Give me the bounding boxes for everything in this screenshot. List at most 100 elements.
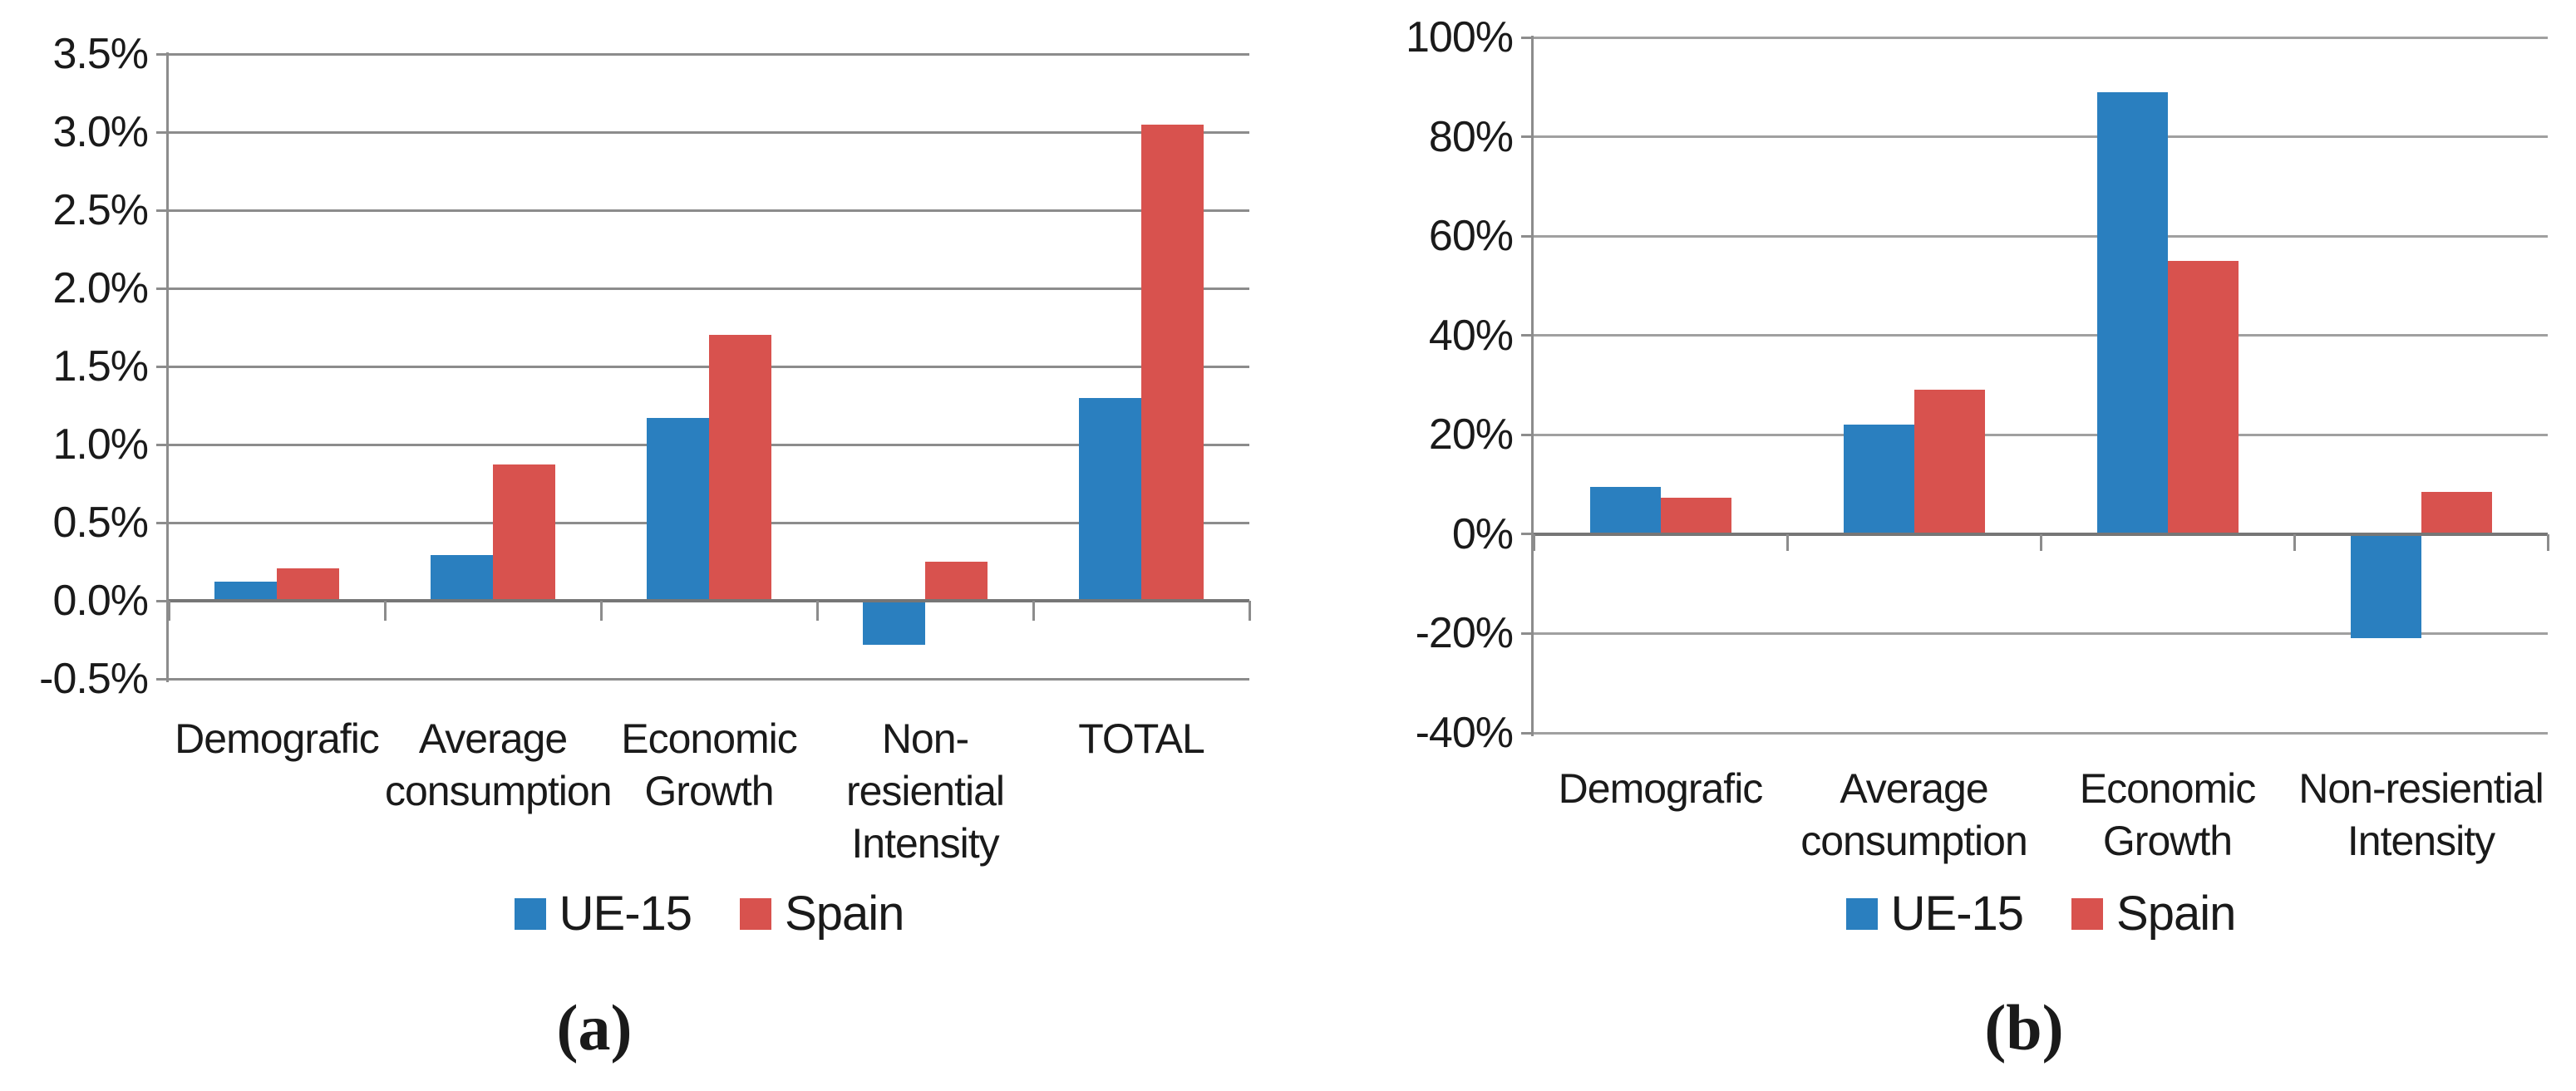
bar-ue-15-average	[431, 555, 493, 601]
gridline-40	[1534, 334, 2548, 337]
bar-spain-economic	[2167, 261, 2239, 534]
x-axis-label-economic: Economic Growth	[2079, 765, 2257, 864]
panel-caption-a: (a)	[556, 991, 633, 1064]
x-axis-label-total: TOTAL	[1078, 715, 1205, 762]
y-tick-20	[1521, 433, 1531, 436]
x-axis-label-demografic: Demografic	[1558, 765, 1764, 812]
gridline-3-5	[169, 52, 1249, 56]
y-tick-3-5	[156, 52, 166, 56]
y-axis-label-2-5: 2.5%	[52, 186, 149, 234]
x-axis-label-average: Average consumption	[1800, 765, 2028, 864]
gridline-20	[1534, 433, 2548, 436]
legend-label-spain: Spain	[785, 887, 904, 941]
gridline-40	[1534, 731, 2548, 735]
y-axis-label-20: 20%	[1428, 410, 1514, 459]
y-tick-0-5	[156, 677, 166, 681]
y-tick-3-0	[156, 130, 166, 134]
y-tick-0-5	[156, 521, 166, 524]
x-axis-label-economic: Economic Growth	[621, 715, 798, 814]
x-axis-label-non-resiential: Non-resiential Intensity	[2298, 765, 2544, 864]
bar-ue-15-non-resiential	[2350, 533, 2421, 639]
y-axis-label-1-0: 1.0%	[52, 420, 149, 469]
y-axis-label-0-5: 0.5%	[52, 499, 149, 547]
legend-item-ue-15: UE-15	[514, 886, 692, 941]
y-tick-0	[1521, 533, 1531, 536]
y-axis-label-100: 100%	[1406, 13, 1514, 61]
bar-ue-15-demografic	[214, 582, 277, 601]
bar-spain-non	[925, 562, 988, 601]
bar-ue-15-economic	[647, 418, 709, 601]
y-tick-0-0	[156, 599, 166, 602]
x-tick-5	[1248, 601, 1251, 621]
legend-item-spain: Spain	[2071, 886, 2236, 941]
x-tick-2	[599, 601, 603, 621]
y-tick-40	[1521, 334, 1531, 337]
y-axis-label-80: 80%	[1428, 112, 1514, 161]
bar-spain-total	[1141, 124, 1204, 601]
y-tick-60	[1521, 234, 1531, 238]
bar-ue-15-demografic	[1589, 487, 1661, 534]
y-tick-80	[1521, 135, 1531, 139]
x-tick-3	[815, 601, 819, 621]
x-tick-2	[2039, 533, 2042, 551]
x-tick-1	[383, 601, 387, 621]
y-tick-40	[1521, 731, 1531, 735]
gridline-0-5	[169, 677, 1249, 681]
gridline-2-0	[169, 287, 1249, 290]
bar-ue-15-average	[1843, 425, 1914, 534]
y-tick-2-0	[156, 287, 166, 290]
gridline-60	[1534, 234, 2548, 238]
legend-label-ue-15: UE-15	[559, 887, 692, 941]
legend: UE-15 Spain	[1534, 886, 2548, 941]
y-axis-label-1-5: 1.5%	[52, 342, 149, 391]
bar-spain-demografic	[1660, 498, 1731, 534]
legend-swatch-ue-15	[1845, 897, 1878, 930]
bar-spain-average	[493, 464, 555, 601]
x-axis-label-average: Average consumption	[385, 715, 613, 814]
y-axis-label-0: 0%	[1451, 509, 1514, 558]
gridline-3-0	[169, 130, 1249, 134]
y-tick-1-0	[156, 443, 166, 446]
y-axis-label-0-0: 0.0%	[52, 577, 149, 625]
y-axis-label-0-5: -0.5%	[39, 655, 149, 703]
bar-ue-15-non	[863, 601, 925, 645]
legend-swatch-spain	[740, 897, 772, 930]
legend-item-spain: Spain	[740, 886, 904, 941]
bar-spain-economic	[709, 335, 771, 601]
bar-ue-15-economic	[2096, 91, 2168, 534]
x-tick-4	[1032, 601, 1035, 621]
x-tick-1	[1785, 533, 1789, 551]
gridline-2-5	[169, 209, 1249, 212]
legend: UE-15 Spain	[169, 886, 1249, 941]
y-axis-label-40: 40%	[1428, 311, 1514, 360]
y-tick-1-5	[156, 365, 166, 368]
y-tick-20	[1521, 632, 1531, 635]
y-axis-label-2-0: 2.0%	[52, 264, 149, 312]
gridline-100	[1534, 36, 2548, 39]
x-axis-label-non: Non- resiential Intensity	[845, 715, 1005, 867]
y-axis-label-20: -20%	[1415, 609, 1514, 658]
y-axis-label-60: 60%	[1428, 212, 1514, 261]
y-tick-100	[1521, 36, 1531, 39]
panel-caption-b: (b)	[1984, 991, 2064, 1064]
y-axis-line	[166, 52, 169, 682]
y-axis-label-3-5: 3.5%	[52, 30, 149, 78]
bar-spain-non-resiential	[2421, 492, 2492, 534]
x-tick-4	[2546, 533, 2549, 551]
legend-label-spain: Spain	[2116, 887, 2236, 941]
x-tick-0	[167, 601, 170, 621]
gridline-80	[1534, 135, 2548, 139]
y-tick-2-5	[156, 209, 166, 212]
y-axis-line	[1531, 36, 1534, 736]
x-axis-zero-line	[169, 599, 1249, 602]
bar-spain-average	[1914, 390, 1985, 534]
legend-item-ue-15: UE-15	[1845, 886, 2024, 941]
legend-swatch-ue-15	[514, 897, 546, 930]
x-tick-3	[2293, 533, 2296, 551]
x-tick-0	[1532, 533, 1535, 551]
x-axis-label-demografic: Demografic	[175, 715, 380, 762]
bar-ue-15-total	[1079, 397, 1141, 601]
